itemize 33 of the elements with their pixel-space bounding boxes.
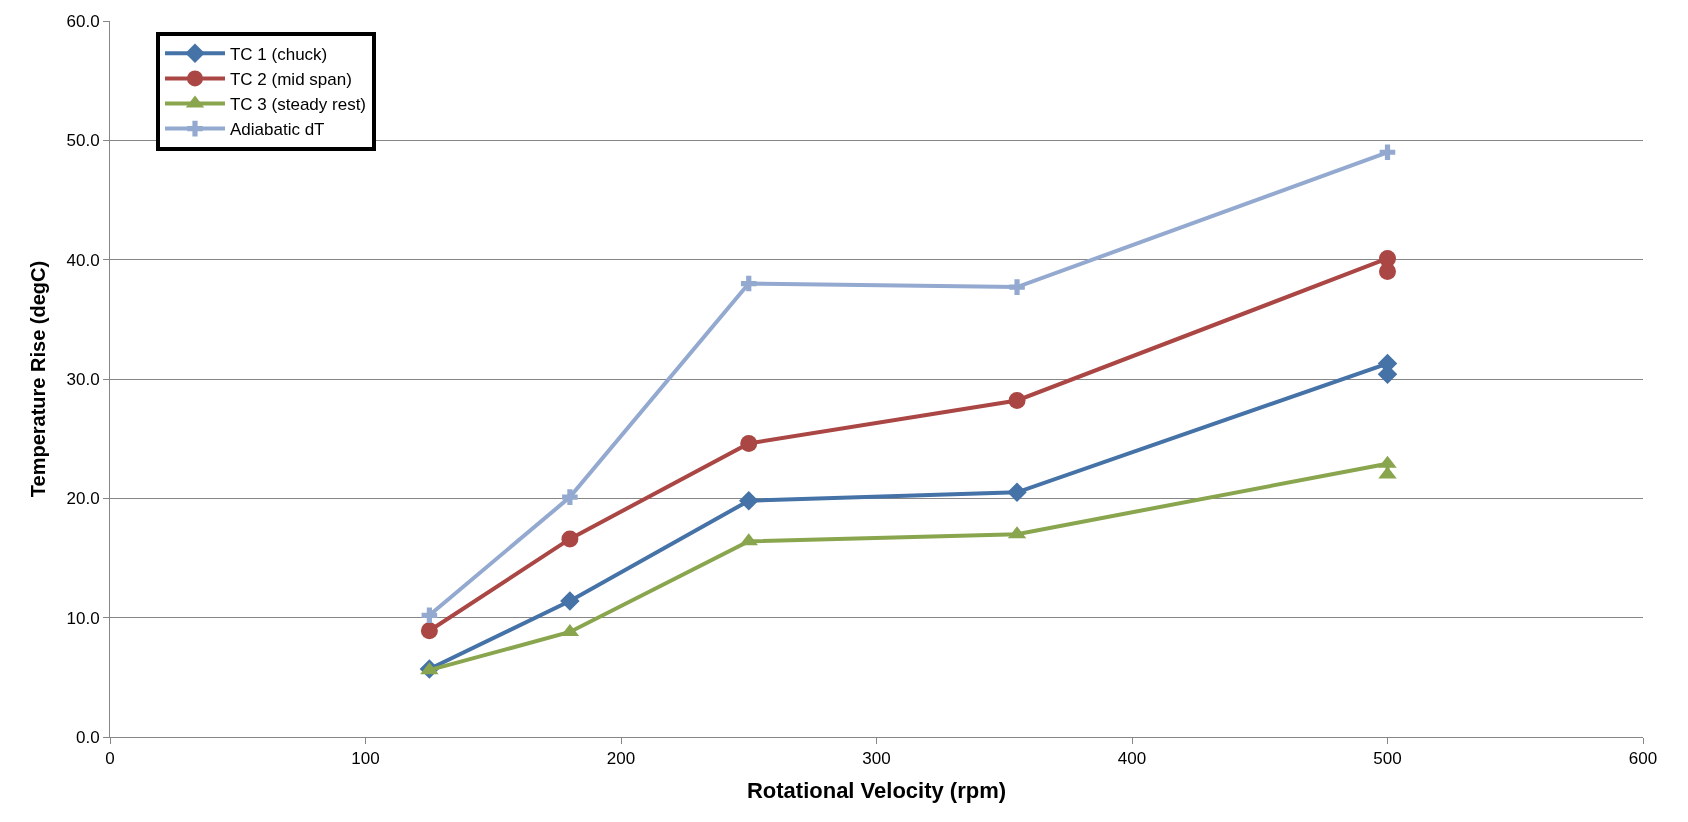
legend-label: TC 2 (mid span) (229, 70, 352, 90)
x-tick-label: 400 (1117, 749, 1147, 769)
y-tick-label: 0.0 (75, 727, 100, 747)
point (1379, 144, 1396, 161)
point (1008, 391, 1026, 409)
x-tick-label: 300 (862, 749, 891, 769)
y-tick-label: 30.0 (66, 369, 100, 389)
x-axis-title: Rotational Velocity (rpm) (746, 778, 1007, 804)
legend-label: Adiabatic dT (229, 120, 325, 140)
point (562, 489, 578, 505)
y-axis-title: Temperature Rise (degC) (27, 260, 50, 498)
y-tick-label: 50.0 (66, 131, 100, 151)
y-tick-label: 40.0 (66, 250, 100, 270)
y-tick-label: 20.0 (66, 489, 100, 509)
y-tick-label: 60.0 (66, 11, 100, 31)
legend-label: TC 3 (steady rest) (229, 95, 367, 115)
x-tick-label: 600 (1628, 749, 1658, 769)
point (421, 607, 438, 624)
point (1007, 482, 1027, 503)
x-tick-label: 200 (606, 749, 636, 769)
point (560, 591, 580, 611)
point (1009, 279, 1025, 295)
legend-label: TC 1 (chuck) (229, 44, 328, 64)
x-tick-label: 500 (1373, 749, 1402, 769)
y-tick-label: 10.0 (66, 608, 100, 628)
x-tick-label: 0 (105, 749, 115, 769)
point (740, 275, 757, 292)
x-tick-label: 100 (351, 749, 380, 769)
point (1379, 263, 1396, 281)
point (561, 530, 579, 548)
point (420, 622, 438, 640)
point (740, 434, 758, 452)
point (739, 490, 759, 511)
